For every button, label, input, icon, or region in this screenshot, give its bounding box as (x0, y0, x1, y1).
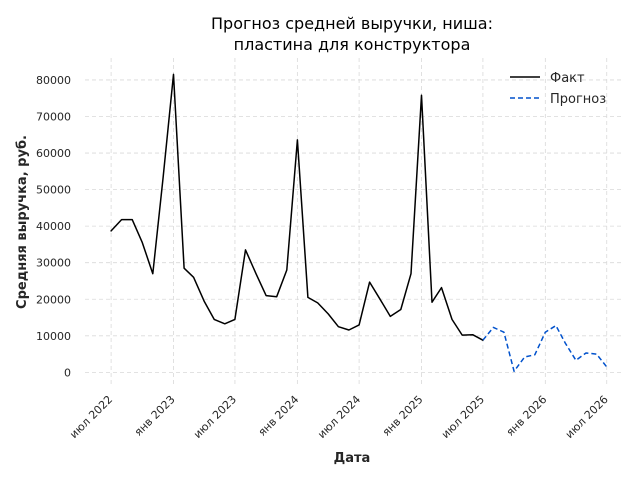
series-line-fact (110, 73, 484, 341)
chart-title-line-1: Прогноз средней выручки, ниша: (211, 14, 493, 33)
x-tick-label: янв 2025 (380, 393, 426, 439)
y-tick-label: 0 (64, 366, 71, 379)
x-tick-label: июл 2022 (67, 393, 115, 441)
legend-label-fact: Факт (550, 71, 585, 86)
y-axis: 0 10000 20000 30000 40000 50000 60000 70000 8000… (36, 74, 71, 379)
y-tick-label: 70000 (36, 110, 71, 123)
y-tick-label: 40000 (36, 220, 71, 233)
x-tick-label: июл 2026 (563, 393, 611, 441)
y-tick-label: 30000 (36, 257, 71, 270)
x-tick-label: янв 2023 (132, 393, 178, 439)
x-tick-label: янв 2026 (504, 393, 550, 439)
y-tick-label: 50000 (36, 184, 71, 197)
x-axis: июл 2022 янв 2023 июл 2023 янв 2024 июл 2024… (67, 393, 611, 441)
series-line-forecast (482, 324, 608, 373)
y-tick-label: 20000 (36, 293, 71, 306)
legend-label-forecast: Прогноз (550, 92, 606, 107)
x-tick-label: июл 2024 (315, 393, 363, 441)
x-tick-label: июл 2023 (191, 393, 239, 441)
y-tick-label: 80000 (36, 74, 71, 87)
legend: Факт Прогноз (510, 71, 606, 107)
grid (85, 58, 622, 387)
x-tick-label: июл 2025 (439, 393, 487, 441)
chart-title-line-2: пластина для конструктора (234, 35, 471, 54)
y-axis-title: Средняя выручка, руб. (15, 135, 30, 309)
y-tick-label: 10000 (36, 330, 71, 343)
x-axis-title: Дата (334, 451, 371, 466)
x-tick-label: янв 2024 (256, 393, 302, 439)
y-tick-label: 60000 (36, 147, 71, 160)
series-group (110, 73, 608, 373)
